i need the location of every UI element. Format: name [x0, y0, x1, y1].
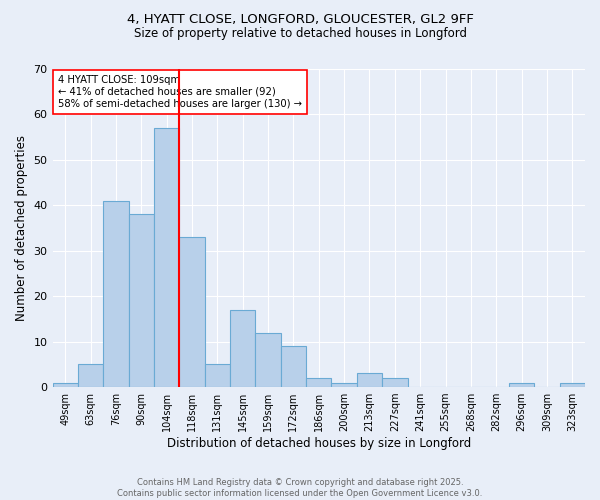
Y-axis label: Number of detached properties: Number of detached properties: [15, 135, 28, 321]
Bar: [331, 382, 357, 387]
Bar: [230, 310, 256, 387]
Bar: [154, 128, 179, 387]
Text: 4, HYATT CLOSE, LONGFORD, GLOUCESTER, GL2 9FF: 4, HYATT CLOSE, LONGFORD, GLOUCESTER, GL…: [127, 12, 473, 26]
Text: 4 HYATT CLOSE: 109sqm
← 41% of detached houses are smaller (92)
58% of semi-deta: 4 HYATT CLOSE: 109sqm ← 41% of detached …: [58, 76, 302, 108]
Bar: [509, 382, 534, 387]
Bar: [306, 378, 331, 387]
Bar: [103, 201, 128, 387]
X-axis label: Distribution of detached houses by size in Longford: Distribution of detached houses by size …: [167, 437, 471, 450]
Bar: [179, 237, 205, 387]
Bar: [205, 364, 230, 387]
Bar: [382, 378, 407, 387]
Text: Contains HM Land Registry data © Crown copyright and database right 2025.
Contai: Contains HM Land Registry data © Crown c…: [118, 478, 482, 498]
Bar: [281, 346, 306, 387]
Bar: [128, 214, 154, 387]
Bar: [357, 374, 382, 387]
Bar: [560, 382, 585, 387]
Text: Size of property relative to detached houses in Longford: Size of property relative to detached ho…: [133, 28, 467, 40]
Bar: [53, 382, 78, 387]
Bar: [78, 364, 103, 387]
Bar: [256, 332, 281, 387]
